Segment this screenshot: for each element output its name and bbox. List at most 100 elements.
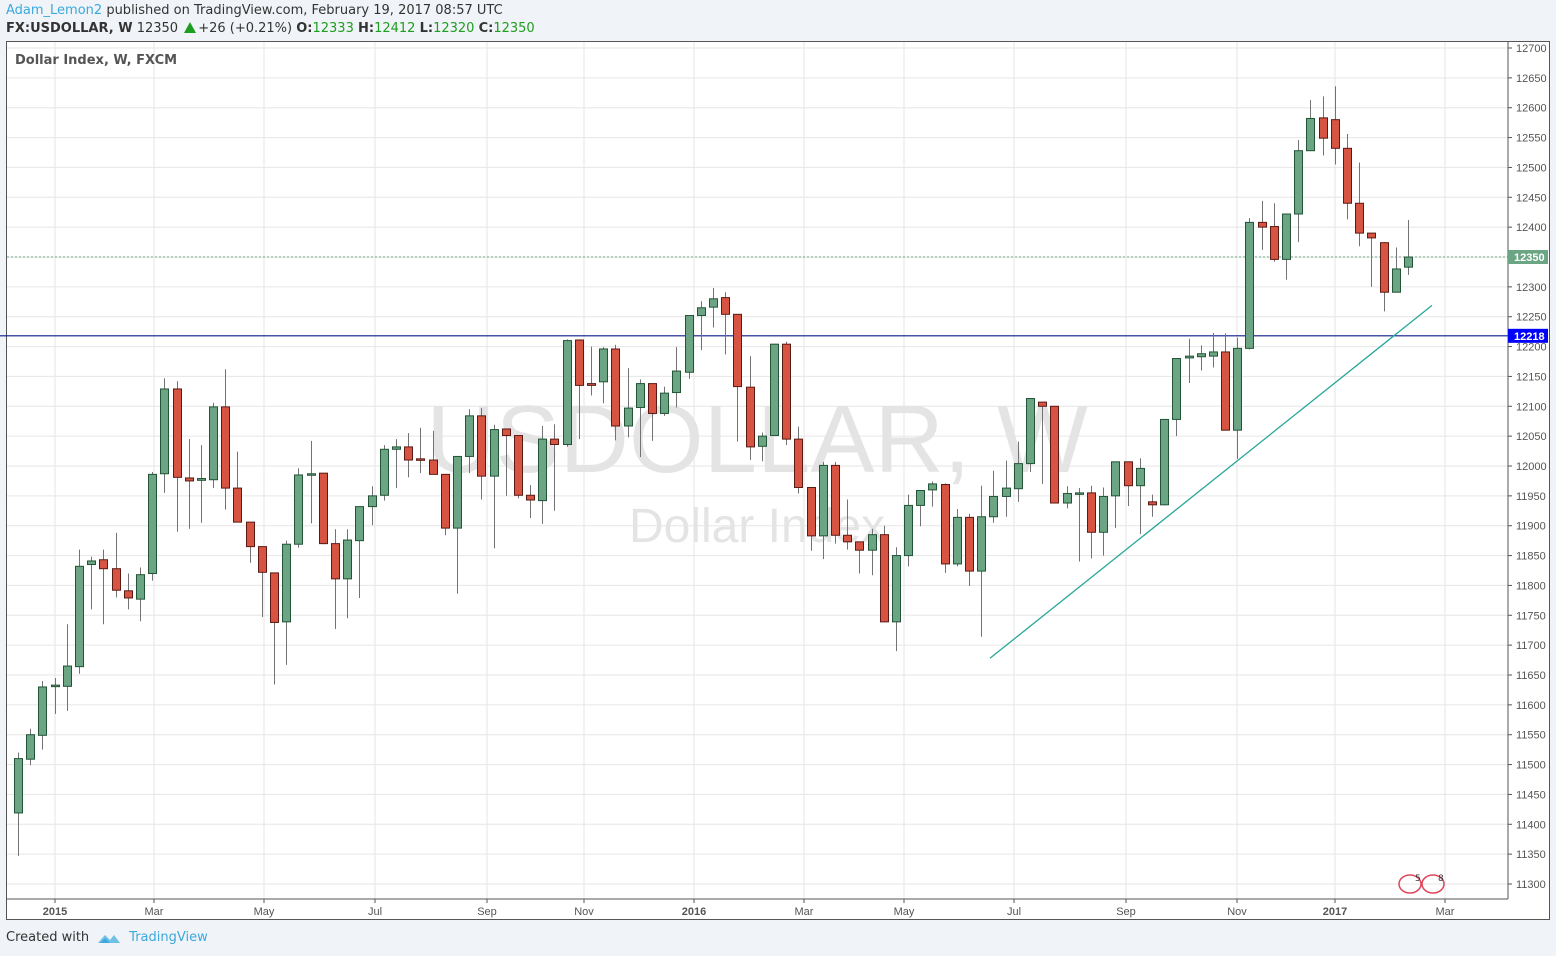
candle-body[interactable] bbox=[1136, 467, 1145, 487]
candle-body[interactable] bbox=[307, 473, 316, 476]
candle-body[interactable] bbox=[441, 473, 450, 529]
candle-body[interactable] bbox=[868, 534, 877, 551]
candle-body[interactable] bbox=[843, 534, 852, 543]
candle-body[interactable] bbox=[1245, 221, 1254, 349]
candle-body[interactable] bbox=[794, 438, 803, 488]
candle-body[interactable] bbox=[1026, 398, 1035, 465]
candle-body[interactable] bbox=[709, 298, 718, 308]
candle-body[interactable] bbox=[1197, 353, 1206, 358]
candle-body[interactable] bbox=[1380, 242, 1389, 293]
candle-body[interactable] bbox=[99, 559, 108, 570]
candle-body[interactable] bbox=[185, 477, 194, 482]
candle-body[interactable] bbox=[331, 543, 340, 580]
candle-body[interactable] bbox=[51, 684, 60, 688]
candle-body[interactable] bbox=[1331, 119, 1340, 149]
candle-body[interactable] bbox=[782, 343, 791, 440]
candle-body[interactable] bbox=[941, 484, 950, 565]
candle-body[interactable] bbox=[977, 516, 986, 572]
candle-body[interactable] bbox=[258, 546, 267, 573]
candle-body[interactable] bbox=[221, 406, 230, 489]
chart-frame[interactable] bbox=[6, 41, 1550, 920]
candle-body[interactable] bbox=[26, 734, 35, 760]
candle-body[interactable] bbox=[770, 343, 779, 437]
candle-body[interactable] bbox=[563, 340, 572, 446]
candle-body[interactable] bbox=[368, 495, 377, 508]
candle-body[interactable] bbox=[173, 388, 182, 478]
candle-body[interactable] bbox=[904, 504, 913, 557]
candle-body[interactable] bbox=[1111, 461, 1120, 497]
candle-body[interactable] bbox=[1160, 418, 1169, 506]
candle-body[interactable] bbox=[624, 407, 633, 427]
candle-body[interactable] bbox=[1038, 401, 1047, 407]
candle-body[interactable] bbox=[1233, 347, 1242, 431]
candle-body[interactable] bbox=[502, 428, 511, 437]
candle-body[interactable] bbox=[1343, 147, 1352, 204]
candle-body[interactable] bbox=[514, 435, 523, 496]
candle-body[interactable] bbox=[1270, 226, 1279, 260]
candle-body[interactable] bbox=[1124, 461, 1133, 487]
candle-body[interactable] bbox=[526, 494, 535, 501]
candle-body[interactable] bbox=[404, 446, 413, 461]
candle-body[interactable] bbox=[1392, 268, 1401, 293]
candle-body[interactable] bbox=[1014, 463, 1023, 490]
candle-body[interactable] bbox=[87, 560, 96, 566]
candle-body[interactable] bbox=[1075, 492, 1084, 495]
candle-body[interactable] bbox=[1282, 213, 1291, 260]
candle-body[interactable] bbox=[1367, 232, 1376, 239]
candle-body[interactable] bbox=[148, 473, 157, 574]
candle-body[interactable] bbox=[660, 392, 669, 414]
candle-body[interactable] bbox=[611, 348, 620, 427]
candle-body[interactable] bbox=[1319, 117, 1328, 139]
author-link[interactable]: Adam_Lemon2 bbox=[6, 3, 103, 18]
candle-body[interactable] bbox=[282, 543, 291, 623]
economic-event-icon[interactable] bbox=[1421, 874, 1445, 894]
candle-body[interactable] bbox=[380, 448, 389, 496]
candle-body[interactable] bbox=[343, 539, 352, 580]
candle-body[interactable] bbox=[953, 516, 962, 565]
candle-body[interactable] bbox=[124, 590, 133, 599]
candle-body[interactable] bbox=[892, 555, 901, 623]
candle-body[interactable] bbox=[1063, 492, 1072, 504]
trend-line[interactable] bbox=[989, 304, 1433, 659]
candle-body[interactable] bbox=[1355, 202, 1364, 234]
candle-body[interactable] bbox=[392, 446, 401, 450]
candle-body[interactable] bbox=[1185, 355, 1194, 359]
candle-body[interactable] bbox=[733, 313, 742, 388]
candle-body[interactable] bbox=[270, 572, 279, 623]
candle-body[interactable] bbox=[1172, 358, 1181, 420]
candle-body[interactable] bbox=[599, 348, 608, 383]
candle-body[interactable] bbox=[648, 383, 657, 414]
candle-body[interactable] bbox=[1404, 256, 1413, 268]
candle-body[interactable] bbox=[855, 541, 864, 551]
candle-body[interactable] bbox=[465, 415, 474, 457]
candle-body[interactable] bbox=[1258, 221, 1267, 228]
candle-body[interactable] bbox=[636, 383, 645, 408]
candle-body[interactable] bbox=[209, 406, 218, 481]
candle-body[interactable] bbox=[1209, 351, 1218, 357]
candle-body[interactable] bbox=[355, 506, 364, 542]
candle-body[interactable] bbox=[965, 516, 974, 572]
candle-body[interactable] bbox=[197, 478, 206, 481]
candle-body[interactable] bbox=[1294, 150, 1303, 215]
candle-body[interactable] bbox=[721, 297, 730, 315]
candle-body[interactable] bbox=[294, 474, 303, 545]
candle-body[interactable] bbox=[1221, 351, 1230, 431]
candle-body[interactable] bbox=[1306, 117, 1315, 152]
candle-body[interactable] bbox=[75, 565, 84, 668]
candle-body[interactable] bbox=[575, 339, 584, 386]
candle-body[interactable] bbox=[928, 483, 937, 491]
candle-body[interactable] bbox=[758, 435, 767, 447]
candle-body[interactable] bbox=[831, 464, 840, 536]
candle-body[interactable] bbox=[672, 370, 681, 394]
candle-body[interactable] bbox=[429, 459, 438, 475]
candle-body[interactable] bbox=[1002, 487, 1011, 497]
candle-body[interactable] bbox=[246, 521, 255, 548]
candle-body[interactable] bbox=[1050, 405, 1059, 504]
candle-body[interactable] bbox=[477, 415, 486, 477]
candle-body[interactable] bbox=[819, 464, 828, 537]
candle-body[interactable] bbox=[112, 568, 121, 591]
candle-body[interactable] bbox=[38, 686, 47, 736]
candle-body[interactable] bbox=[746, 386, 755, 448]
candle-body[interactable] bbox=[14, 758, 23, 814]
